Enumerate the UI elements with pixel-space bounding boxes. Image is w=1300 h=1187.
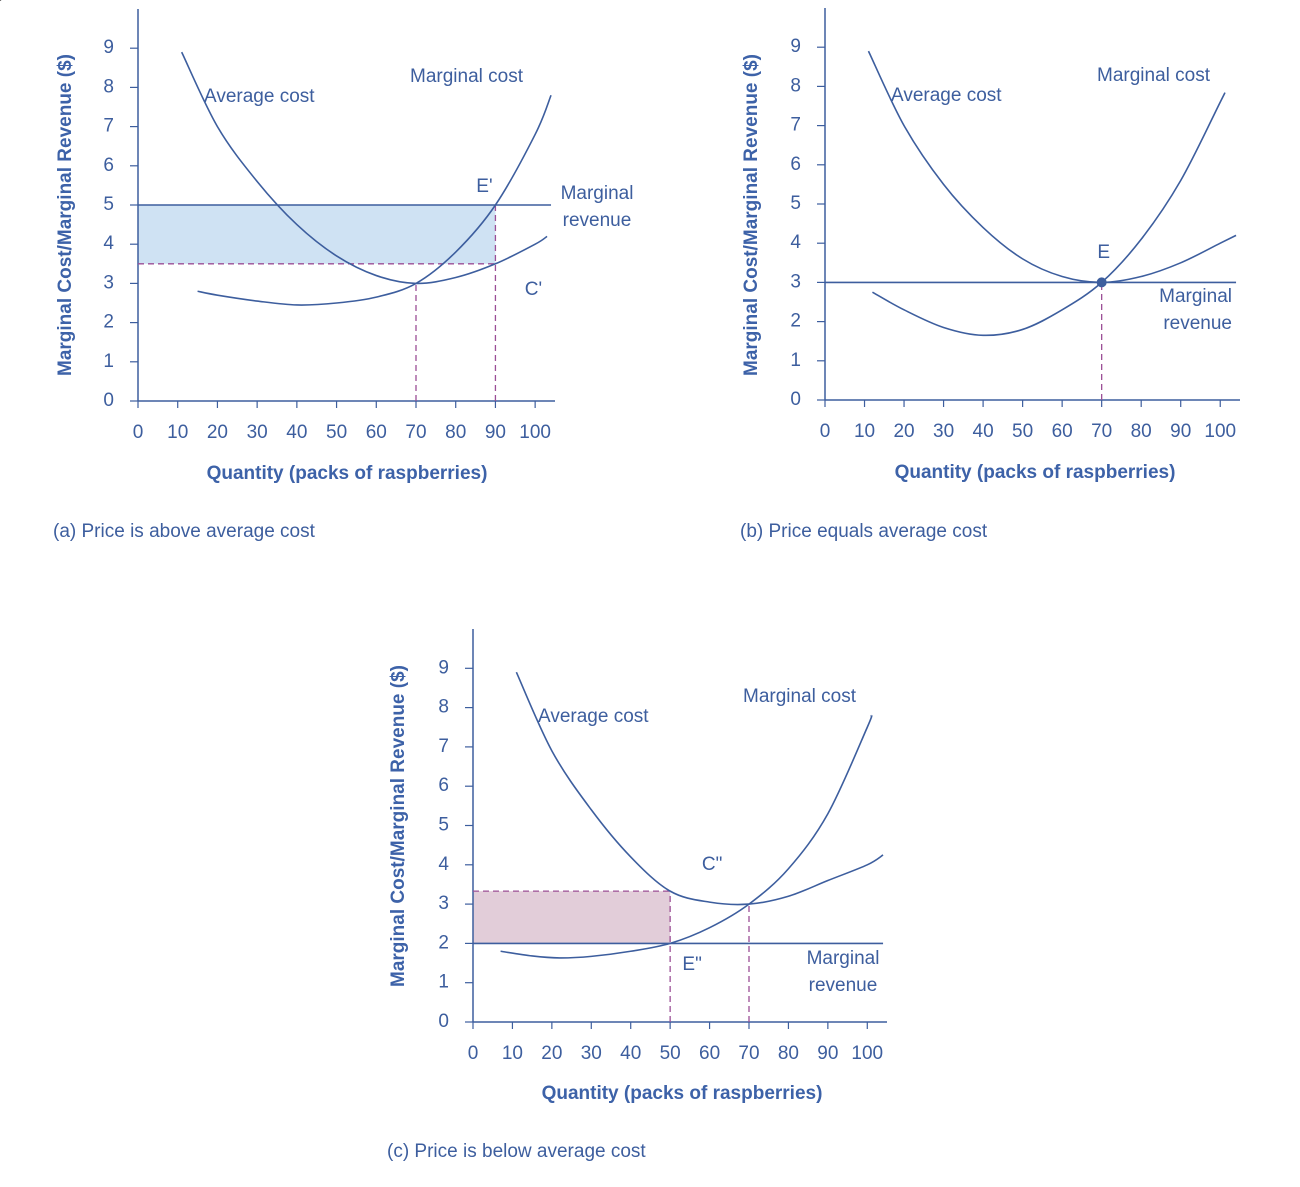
x-tick-label: 0	[133, 422, 144, 443]
x-axis-title: Quantity (packs of raspberries)	[894, 462, 1176, 483]
shaded-area	[138, 205, 496, 264]
y-tick-label: 9	[438, 657, 449, 678]
y-tick-label: 0	[438, 1011, 449, 1032]
x-tick-label: 80	[778, 1043, 799, 1064]
x-tick-label: 90	[485, 422, 506, 443]
y-axis-title: Marginal Cost/Marginal Revenue ($)	[741, 53, 762, 377]
x-tick-label: 40	[973, 421, 994, 442]
x-tick-label: 20	[541, 1043, 562, 1064]
y-tick-label: 3	[790, 271, 801, 292]
y-tick-label: 4	[438, 854, 449, 875]
curve	[867, 50, 1237, 284]
y-tick-label: 5	[438, 815, 449, 836]
x-tick-label: 100	[519, 422, 551, 443]
y-tick-label: 4	[790, 232, 801, 253]
curve	[197, 94, 552, 306]
curve-label: Average cost	[538, 706, 649, 727]
x-tick-label: 70	[405, 422, 426, 443]
caption: (b) Price equals average cost	[740, 521, 988, 542]
y-tick-label: 1	[438, 972, 449, 993]
curve-label: Marginal cost	[1097, 65, 1210, 86]
y-tick-label: 0	[790, 389, 801, 410]
y-axis-title: Marginal Cost/Marginal Revenue ($)	[55, 53, 76, 377]
x-tick-label: 30	[247, 422, 268, 443]
y-tick-label: 2	[103, 312, 114, 333]
x-tick-label: 100	[851, 1043, 883, 1064]
point	[1096, 277, 1107, 288]
curve-label: Marginal cost	[743, 686, 856, 707]
y-tick-label: 2	[438, 932, 449, 953]
y-tick-label: 1	[103, 351, 114, 372]
x-tick-label: 10	[167, 422, 188, 443]
y-tick-label: 8	[790, 75, 801, 96]
curve	[500, 714, 873, 959]
x-tick-label: 50	[326, 422, 347, 443]
x-tick-label: 90	[1170, 421, 1191, 442]
curve	[180, 51, 548, 285]
curve-label: Marginal revenue	[806, 948, 880, 996]
caption: (a) Price is above average cost	[53, 521, 315, 542]
x-tick-label: 30	[581, 1043, 602, 1064]
y-tick-label: 1	[790, 350, 801, 371]
x-tick-label: 70	[1091, 421, 1112, 442]
x-tick-label: 10	[854, 421, 875, 442]
x-tick-label: 60	[699, 1043, 720, 1064]
x-tick-label: 20	[893, 421, 914, 442]
curve	[515, 671, 884, 906]
y-axis-title: Marginal Cost/Marginal Revenue ($)	[388, 664, 409, 988]
curve-label: Marginal revenue	[560, 183, 634, 231]
x-tick-label: 40	[620, 1043, 641, 1064]
y-tick-label: 6	[438, 775, 449, 796]
y-tick-label: 8	[103, 76, 114, 97]
x-tick-label: 80	[1131, 421, 1152, 442]
curve-label: Average cost	[204, 86, 315, 107]
y-tick-label: 5	[103, 194, 114, 215]
curve-label: Average cost	[891, 85, 1002, 106]
x-tick-label: 0	[468, 1043, 479, 1064]
x-tick-label: 60	[1052, 421, 1073, 442]
x-tick-label: 20	[207, 422, 228, 443]
x-tick-label: 70	[738, 1043, 759, 1064]
y-tick-label: 2	[790, 311, 801, 332]
shaded-area	[473, 891, 671, 944]
x-tick-label: 60	[366, 422, 387, 443]
x-axis-title: Quantity (packs of raspberries)	[206, 463, 488, 484]
y-tick-label: 9	[103, 37, 114, 58]
y-tick-label: 3	[438, 893, 449, 914]
point-label: C"	[701, 854, 723, 876]
y-tick-label: 6	[790, 154, 801, 175]
x-tick-label: 50	[1012, 421, 1033, 442]
x-tick-label: 90	[817, 1043, 838, 1064]
y-tick-label: 6	[103, 155, 114, 176]
y-tick-label: 9	[790, 36, 801, 57]
x-tick-label: 50	[660, 1043, 681, 1064]
x-tick-label: 10	[502, 1043, 523, 1064]
x-tick-label: 0	[820, 421, 831, 442]
curve-label: Marginal revenue	[1159, 286, 1232, 334]
point-label: E	[1097, 242, 1110, 264]
y-tick-label: 3	[103, 272, 114, 293]
y-tick-label: 7	[438, 736, 449, 757]
curve-label: Marginal cost	[410, 66, 523, 87]
point-label: E'	[476, 176, 493, 197]
x-tick-label: 100	[1204, 421, 1236, 442]
y-tick-label: 7	[103, 116, 114, 137]
y-tick-label: 5	[790, 193, 801, 214]
point-label: C'	[524, 278, 543, 300]
point-label: E"	[682, 954, 702, 976]
x-axis-title: Quantity (packs of raspberries)	[541, 1083, 823, 1104]
curve	[872, 92, 1226, 337]
y-tick-label: 8	[438, 697, 449, 718]
caption: (c) Price is below average cost	[387, 1141, 646, 1162]
x-tick-label: 40	[286, 422, 307, 443]
x-tick-label: 80	[445, 422, 466, 443]
x-tick-label: 30	[933, 421, 954, 442]
y-tick-label: 4	[103, 233, 114, 254]
y-tick-label: 0	[103, 390, 114, 411]
y-tick-label: 7	[790, 115, 801, 136]
